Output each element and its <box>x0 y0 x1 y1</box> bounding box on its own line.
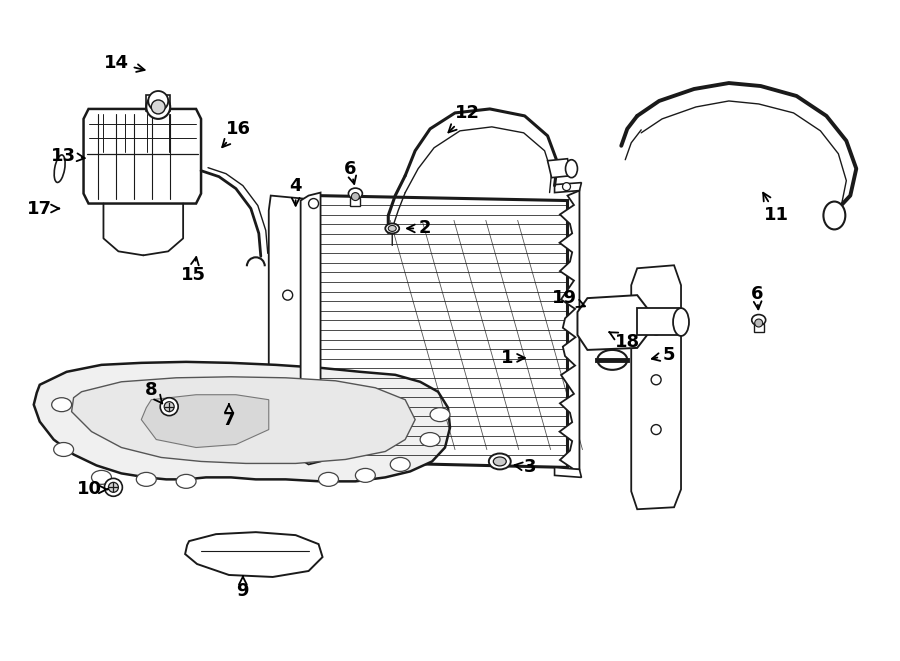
Ellipse shape <box>388 225 396 231</box>
Polygon shape <box>637 308 679 335</box>
Polygon shape <box>84 109 201 204</box>
Circle shape <box>652 375 662 385</box>
Polygon shape <box>554 182 581 192</box>
Polygon shape <box>141 395 269 447</box>
Text: 6: 6 <box>344 160 356 178</box>
Text: 13: 13 <box>51 147 85 165</box>
Ellipse shape <box>136 473 157 486</box>
Ellipse shape <box>752 315 766 325</box>
Text: 1: 1 <box>500 349 525 367</box>
Ellipse shape <box>356 469 375 483</box>
Text: 18: 18 <box>609 332 640 351</box>
Polygon shape <box>547 159 572 178</box>
Ellipse shape <box>493 457 507 466</box>
Circle shape <box>108 483 119 492</box>
Circle shape <box>309 198 319 208</box>
Circle shape <box>351 192 359 200</box>
Ellipse shape <box>673 308 689 336</box>
Text: 10: 10 <box>77 481 108 498</box>
Polygon shape <box>72 377 415 463</box>
Circle shape <box>562 182 571 190</box>
Polygon shape <box>578 295 647 350</box>
Ellipse shape <box>176 475 196 488</box>
Text: 19: 19 <box>552 289 585 307</box>
Text: 5: 5 <box>652 346 675 364</box>
Polygon shape <box>147 95 170 111</box>
Text: 7: 7 <box>222 405 235 428</box>
Circle shape <box>148 91 168 111</box>
Ellipse shape <box>51 398 72 412</box>
Text: 2: 2 <box>407 219 431 237</box>
Text: 11: 11 <box>763 193 789 225</box>
Circle shape <box>164 402 175 412</box>
Ellipse shape <box>489 453 510 469</box>
Circle shape <box>160 398 178 416</box>
Circle shape <box>104 479 122 496</box>
Text: 4: 4 <box>290 176 302 206</box>
Ellipse shape <box>420 432 440 447</box>
Text: 14: 14 <box>104 54 145 72</box>
Circle shape <box>151 100 166 114</box>
Ellipse shape <box>319 473 338 486</box>
Ellipse shape <box>54 442 74 457</box>
Ellipse shape <box>54 155 65 182</box>
Polygon shape <box>631 265 681 509</box>
Text: 17: 17 <box>27 200 59 217</box>
Ellipse shape <box>565 160 578 178</box>
Polygon shape <box>554 467 581 477</box>
Text: 3: 3 <box>515 459 536 477</box>
Text: 16: 16 <box>222 120 251 147</box>
Text: 9: 9 <box>237 576 249 600</box>
Polygon shape <box>560 190 580 469</box>
Ellipse shape <box>391 457 410 471</box>
Text: 15: 15 <box>181 257 205 284</box>
Text: 6: 6 <box>751 285 763 303</box>
Ellipse shape <box>385 223 400 233</box>
Ellipse shape <box>430 408 450 422</box>
Circle shape <box>283 290 293 300</box>
Polygon shape <box>316 196 568 467</box>
Circle shape <box>147 95 170 119</box>
Circle shape <box>652 424 662 434</box>
Text: 12: 12 <box>448 104 481 132</box>
Polygon shape <box>185 532 322 577</box>
Polygon shape <box>350 198 360 206</box>
Polygon shape <box>301 192 320 465</box>
Circle shape <box>755 319 762 327</box>
Polygon shape <box>34 362 450 481</box>
Polygon shape <box>269 196 307 410</box>
Circle shape <box>652 325 662 335</box>
Ellipse shape <box>598 350 627 370</box>
Ellipse shape <box>824 202 845 229</box>
Text: 8: 8 <box>145 381 162 404</box>
Ellipse shape <box>348 188 363 199</box>
Polygon shape <box>753 324 764 332</box>
Ellipse shape <box>92 471 112 485</box>
